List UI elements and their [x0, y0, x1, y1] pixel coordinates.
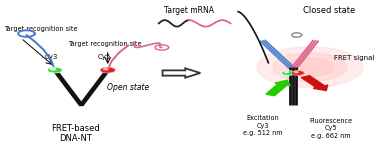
Circle shape: [100, 67, 115, 73]
FancyArrow shape: [266, 80, 290, 96]
Circle shape: [282, 71, 294, 75]
Text: Fluorescence
Cy5
e.g. 662 nm: Fluorescence Cy5 e.g. 662 nm: [309, 118, 352, 139]
Text: FRET signal: FRET signal: [334, 55, 374, 61]
Circle shape: [286, 58, 334, 76]
Circle shape: [285, 71, 288, 73]
Text: Open state: Open state: [107, 83, 150, 92]
Polygon shape: [163, 68, 200, 78]
Circle shape: [257, 47, 363, 88]
Circle shape: [50, 68, 56, 70]
Text: Target mRNA: Target mRNA: [164, 6, 214, 15]
Circle shape: [273, 53, 347, 81]
Text: Excitation
Cy3
e.g. 512 nm: Excitation Cy3 e.g. 512 nm: [243, 115, 282, 136]
Circle shape: [291, 71, 304, 75]
Circle shape: [294, 71, 298, 73]
Text: Cy3: Cy3: [44, 54, 58, 60]
Text: Target recognition site: Target recognition site: [68, 41, 141, 47]
Text: DNA-NT: DNA-NT: [59, 134, 92, 143]
Circle shape: [47, 67, 62, 73]
Text: Cy5: Cy5: [97, 54, 111, 60]
FancyArrow shape: [301, 76, 328, 91]
Text: Target recognition site: Target recognition site: [4, 26, 77, 32]
Text: FRET-based: FRET-based: [51, 124, 100, 133]
Circle shape: [104, 68, 108, 70]
Text: Closed state: Closed state: [303, 6, 355, 15]
